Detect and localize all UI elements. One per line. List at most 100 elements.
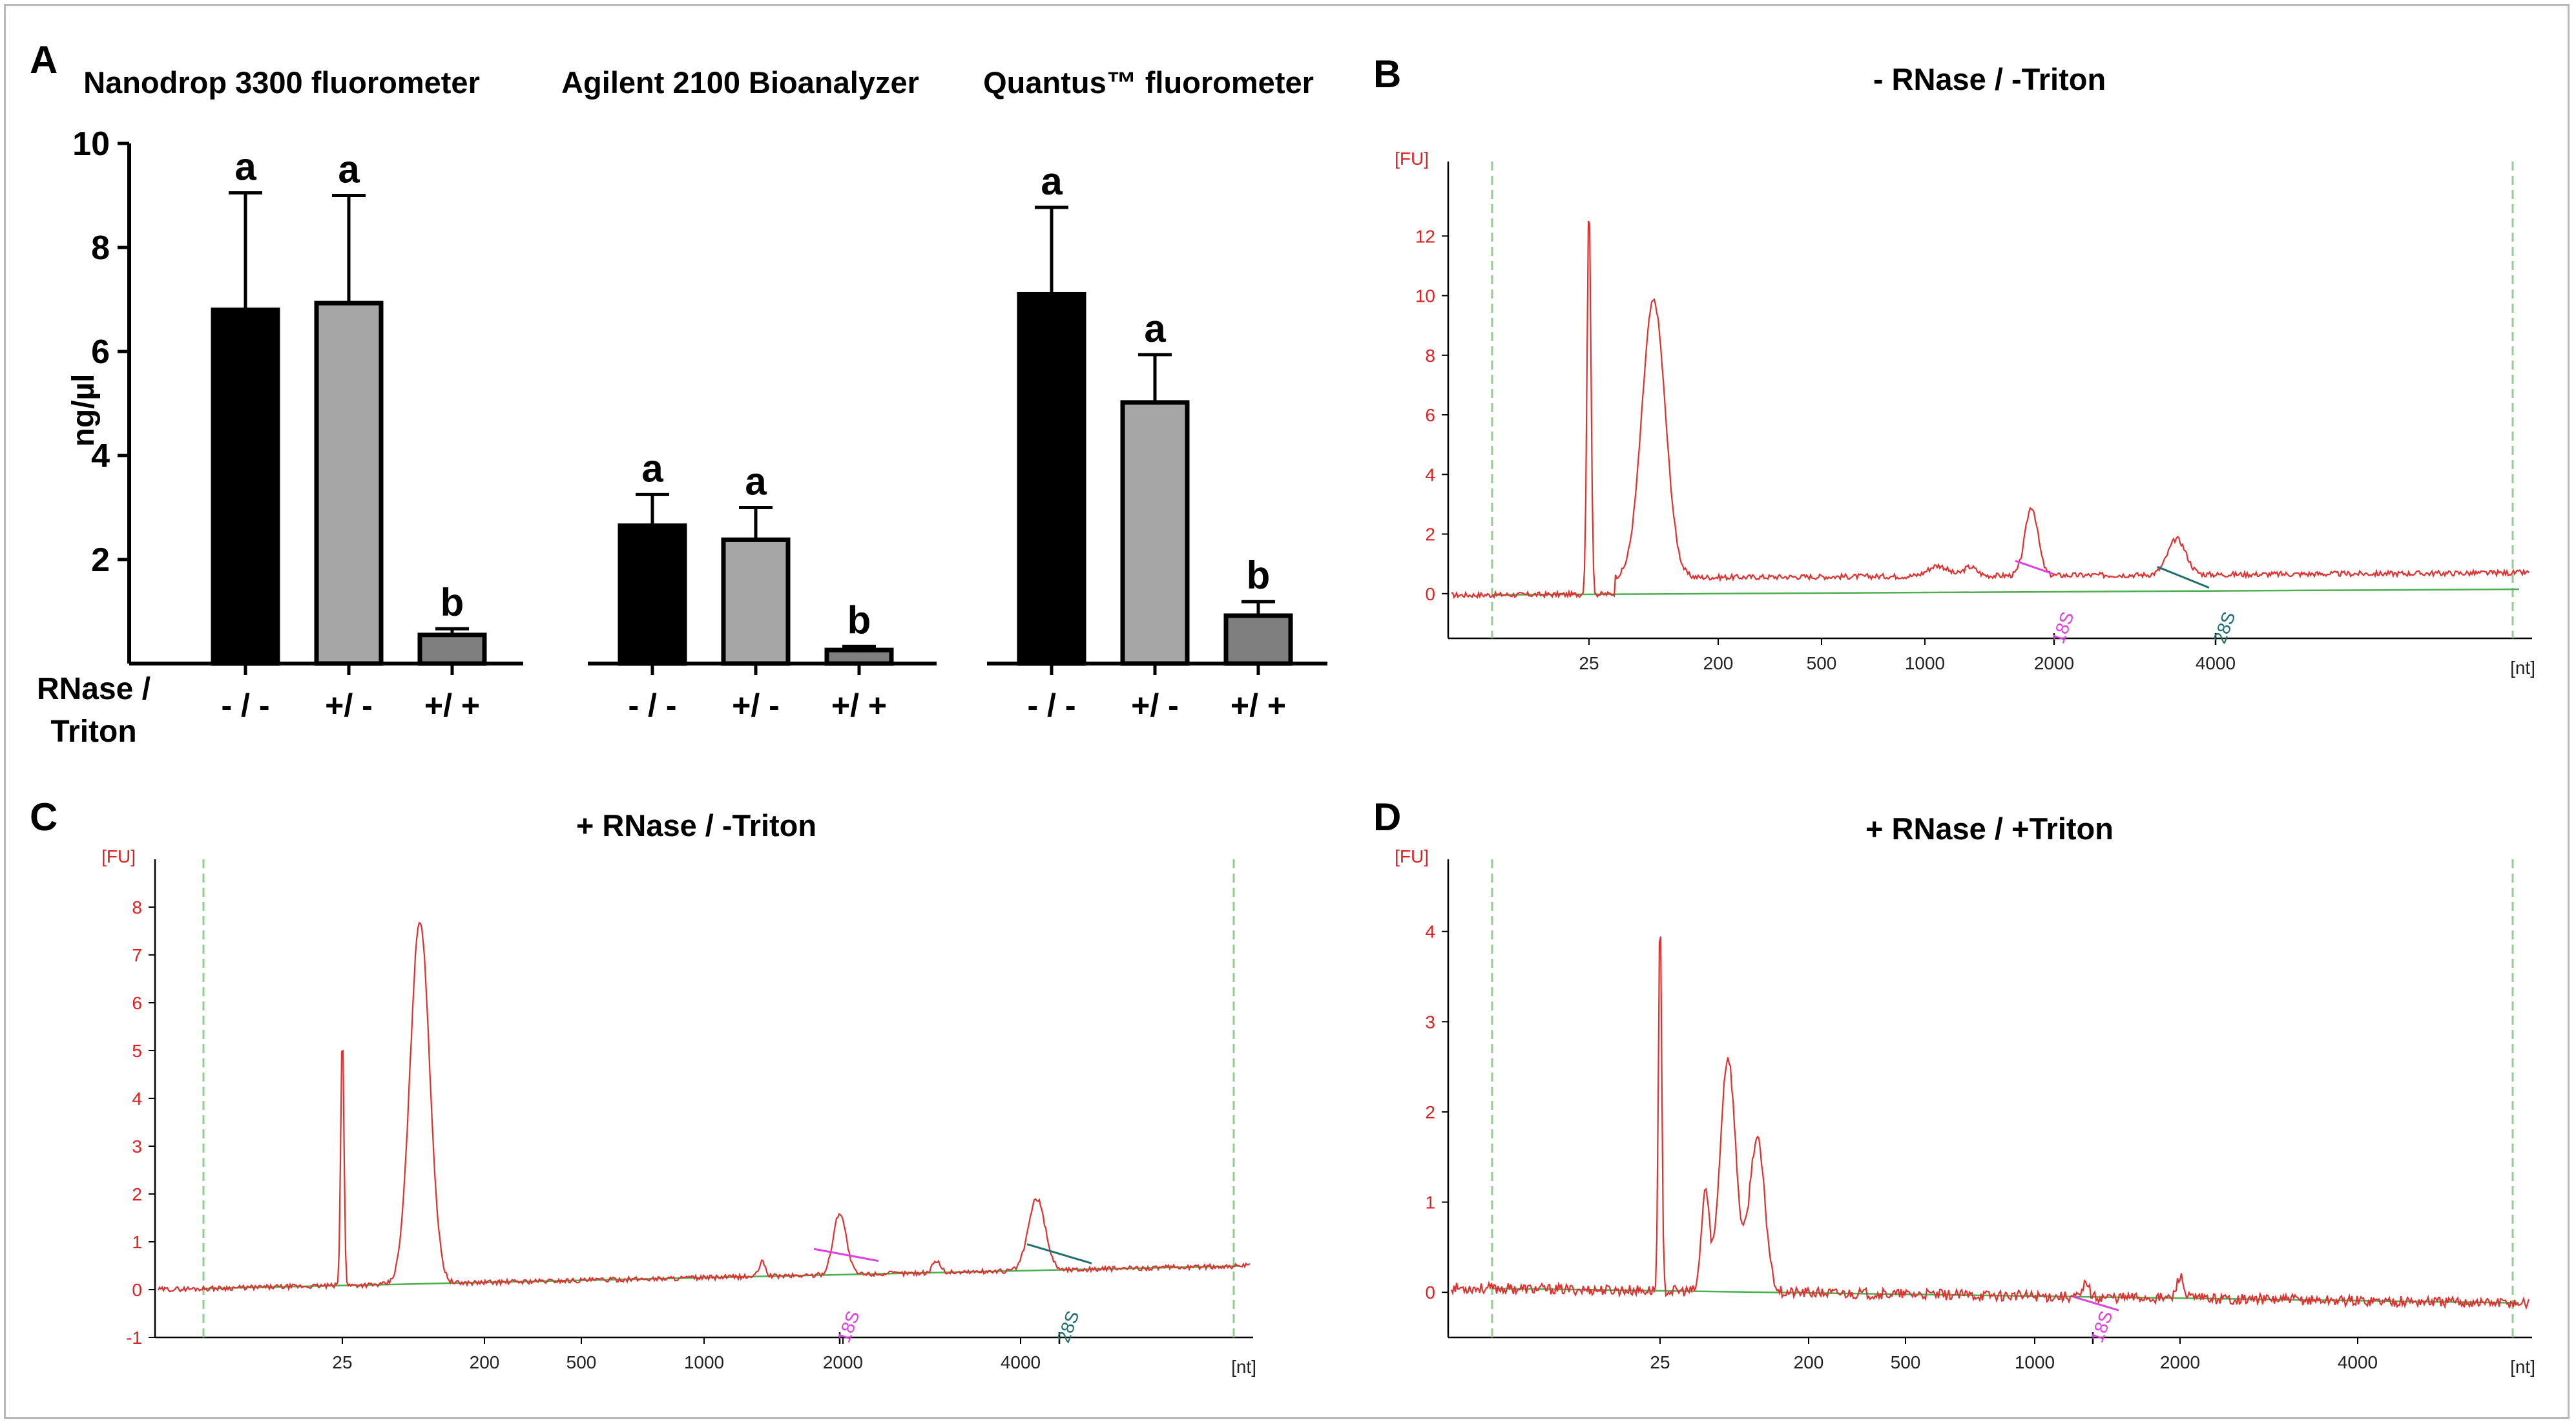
baseline xyxy=(1491,1287,2520,1304)
y-tick-label: 2 xyxy=(1425,525,1435,545)
x-unit-label: [nt] xyxy=(2510,1357,2535,1377)
y-tick-label: 1 xyxy=(1425,1193,1435,1213)
y-tick-label: 4 xyxy=(91,437,110,475)
significance-letter: a xyxy=(234,145,256,188)
panel-letter-a: A xyxy=(30,38,58,81)
significance-letter: b xyxy=(847,598,871,642)
x-tick-label: 1000 xyxy=(2015,1352,2055,1372)
y-tick-label: 10 xyxy=(72,125,110,163)
chart-title-nanodrop: Nanodrop 3300 fluorometer xyxy=(83,65,480,99)
y-tick-label: 4 xyxy=(1425,465,1435,485)
electropherogram-panel-c: [FU] [nt] -1 0 1 2 3 4 5 6 7 8 25 200 500 1000 2000 4000 1… xyxy=(101,846,1256,1377)
peak-label-28S: 28S xyxy=(2210,609,2239,646)
bar xyxy=(721,537,791,666)
x-tick-label: 500 xyxy=(1807,653,1837,673)
bar xyxy=(211,308,280,666)
x-tick-label: 1000 xyxy=(684,1352,724,1372)
electropherogram-panel-d: [FU] [nt] 0 1 2 3 4 25 200 500 1000 2000 4000 18S xyxy=(1395,846,2535,1377)
significance-letter: a xyxy=(1041,160,1063,203)
panel-letter-d: D xyxy=(1373,795,1402,839)
x-unit-label: [nt] xyxy=(1231,1357,1256,1377)
significance-letter: a xyxy=(745,460,767,503)
y-tick-label: 2 xyxy=(1425,1102,1435,1122)
x-tick-label: 500 xyxy=(566,1352,597,1372)
y-tick-label: 3 xyxy=(1425,1012,1435,1032)
category-label: +/ + xyxy=(424,687,480,724)
y-tick-label: 8 xyxy=(1425,346,1435,366)
significance-letter: a xyxy=(1144,307,1166,350)
bar xyxy=(314,300,384,666)
x-tick-label: 1000 xyxy=(1905,653,1945,673)
x-tick-label: 25 xyxy=(332,1352,352,1372)
category-label: +/ + xyxy=(1231,687,1286,724)
y-tick-label: 6 xyxy=(91,333,110,371)
y-tick-label: 4 xyxy=(132,1089,142,1109)
panel-letter-b: B xyxy=(1373,52,1402,96)
peak-marker-18S xyxy=(813,1248,879,1262)
x-tick-label: 2000 xyxy=(2034,653,2074,673)
x-unit-label: [nt] xyxy=(2510,658,2535,678)
peak-label-18S: 18S xyxy=(834,1308,864,1345)
bar xyxy=(824,647,894,666)
peak-marker-28S xyxy=(2157,565,2210,589)
panel-letter-c: C xyxy=(30,795,58,839)
peak-label-18S: 18S xyxy=(2048,609,2078,646)
y-tick-label: 7 xyxy=(132,945,142,965)
y-tick-label: 4 xyxy=(1425,922,1435,942)
category-label: - / - xyxy=(222,687,270,724)
bar xyxy=(1223,613,1293,666)
y-tick-label: -1 xyxy=(126,1328,142,1348)
y-tick-label: 8 xyxy=(91,229,110,267)
x-tick-label: 500 xyxy=(1891,1352,1921,1372)
peak-marker-28S xyxy=(1026,1243,1092,1264)
x-row-label-rnase: RNase / xyxy=(37,672,151,706)
x-tick-label: 25 xyxy=(1579,653,1599,673)
x-row-label-triton: Triton xyxy=(50,715,136,749)
x-tick-label: 200 xyxy=(1794,1352,1824,1372)
y-tick-label: 0 xyxy=(1425,584,1435,604)
x-tick-label: 4000 xyxy=(1001,1352,1041,1372)
y-tick-label: 0 xyxy=(1425,1283,1435,1303)
y-tick-label: 6 xyxy=(1425,405,1435,425)
y-tick-label: 3 xyxy=(132,1136,142,1157)
y-tick-label: 2 xyxy=(91,541,110,579)
bar xyxy=(1017,291,1086,666)
y-unit-label: [FU] xyxy=(101,846,136,866)
bar xyxy=(417,633,487,666)
bar-chart-panel-a: ng/µl RNase / Triton 2 4 6 8 10 a - / - a +/ - b +… xyxy=(37,125,1327,749)
significance-letter: a xyxy=(641,446,663,490)
category-label: +/ - xyxy=(1131,687,1179,724)
x-tick-label: 2000 xyxy=(823,1352,863,1372)
x-tick-label: 200 xyxy=(470,1352,500,1372)
y-unit-label: [FU] xyxy=(1395,846,1429,866)
significance-letter: a xyxy=(338,148,360,191)
y-tick-label: 0 xyxy=(132,1280,142,1300)
bar xyxy=(1120,400,1190,666)
x-tick-label: 2000 xyxy=(2160,1352,2200,1372)
figure-frame xyxy=(4,4,2570,1419)
peak-marker-18S xyxy=(2073,1295,2119,1312)
x-tick-label: 25 xyxy=(1650,1352,1670,1372)
significance-letter: b xyxy=(441,581,464,624)
peak-label-28S: 28S xyxy=(1054,1308,1083,1345)
peak-label-18S: 18S xyxy=(2087,1308,2117,1345)
significance-letter: b xyxy=(1247,554,1271,597)
panel-b-title: - RNase / -Triton xyxy=(1873,62,2106,96)
x-tick-label: 200 xyxy=(1703,653,1734,673)
y-unit-label: [FU] xyxy=(1395,149,1429,169)
category-label: - / - xyxy=(628,687,677,724)
y-axis-label: ng/µl xyxy=(67,374,101,447)
x-tick-label: 4000 xyxy=(2196,653,2236,673)
baseline xyxy=(1491,588,2520,596)
y-tick-label: 1 xyxy=(132,1232,142,1252)
x-tick-label: 4000 xyxy=(2338,1352,2378,1372)
signal-trace xyxy=(1450,936,2530,1310)
y-tick-label: 8 xyxy=(132,897,142,917)
signal-trace xyxy=(157,921,1251,1293)
y-tick-label: 2 xyxy=(132,1184,142,1204)
y-tick-label: 6 xyxy=(132,993,142,1013)
category-label: +/ - xyxy=(325,687,373,724)
category-label: - / - xyxy=(1028,687,1076,724)
category-label: +/ - xyxy=(732,687,780,724)
y-tick-label: 12 xyxy=(1415,226,1435,246)
